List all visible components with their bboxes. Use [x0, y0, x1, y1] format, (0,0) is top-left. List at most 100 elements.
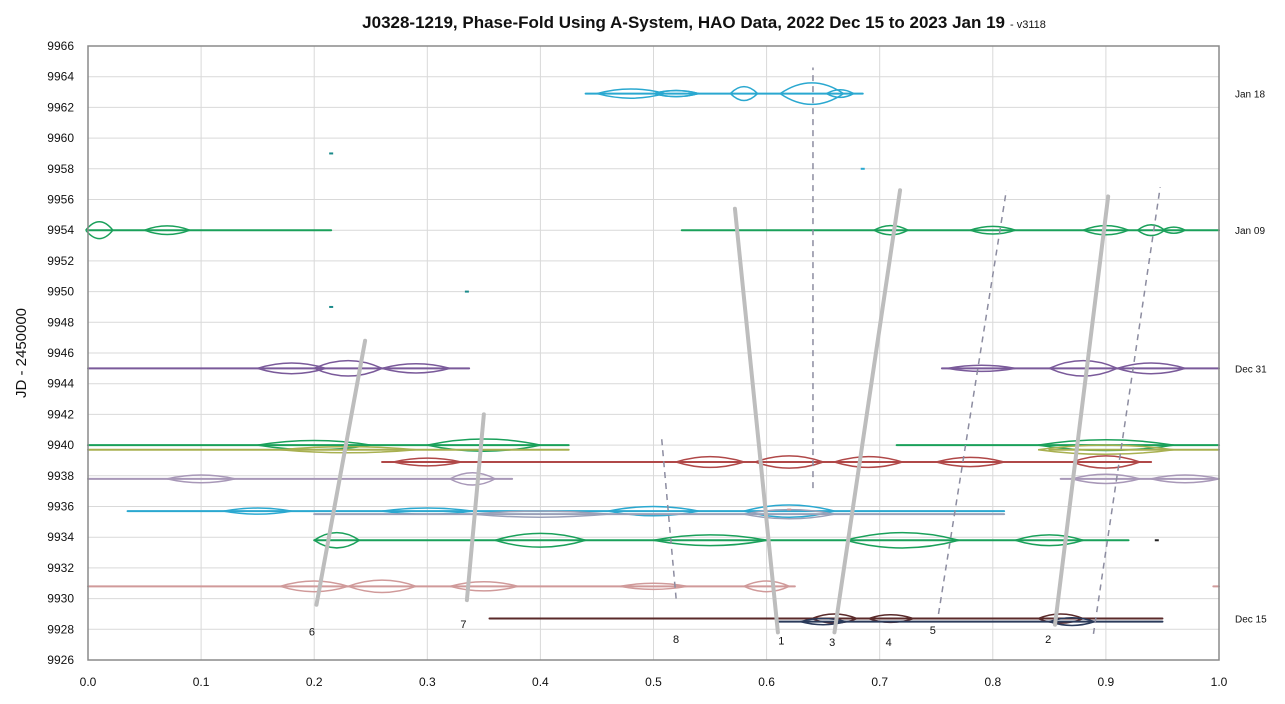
grid-lines: [87, 45, 1220, 661]
y-tick-label: 9964: [47, 70, 74, 84]
y-tick-label: 9930: [47, 592, 74, 606]
y-tick-label: 9934: [47, 530, 74, 544]
chart-subtitle: - v3118: [1010, 19, 1046, 31]
y-tick-label: 9942: [47, 407, 74, 421]
x-tick-label: 0.4: [532, 675, 549, 689]
solid-guide-line: [314, 338, 368, 607]
guide-label: 4: [886, 637, 892, 649]
trace-bulge: [936, 456, 1005, 468]
trace-bulge: [347, 579, 417, 594]
y-tick-label: 9946: [47, 346, 74, 360]
guide-label: 6: [309, 626, 315, 638]
trace-bulge: [873, 224, 909, 236]
y-tick-label: 9936: [47, 500, 74, 514]
trace-bulge: [834, 455, 903, 469]
trace-bulge: [845, 531, 960, 549]
y-tick-label: 9950: [47, 285, 74, 299]
trace-bulge: [449, 471, 496, 486]
trace-bulge: [472, 510, 609, 518]
y-axis-label: JD - 2450000: [13, 308, 30, 398]
y-tick-label: 9966: [47, 39, 74, 53]
trace-bulge: [826, 88, 855, 99]
light-curve-traces: [85, 82, 1220, 627]
guide-lines: 6 7 1 3 2 8 4 5: [309, 67, 1161, 649]
trace-bulge: [800, 617, 846, 626]
x-tick-label: 0.6: [758, 675, 775, 689]
trace-bulge: [167, 474, 236, 484]
y-tick-label: 9952: [47, 254, 74, 268]
x-tick-label: 0.5: [645, 675, 662, 689]
x-tick-label: 0.8: [984, 675, 1001, 689]
trace-bulge: [494, 532, 586, 548]
x-tick-label: 0.1: [193, 675, 210, 689]
x-tick-label: 0.3: [419, 675, 436, 689]
y-tick-label: 9960: [47, 131, 74, 145]
x-tick-label: 0.0: [80, 675, 97, 689]
trace-bulge: [1071, 473, 1141, 485]
trace-bulge: [280, 580, 349, 593]
trace-bulge: [1049, 360, 1118, 377]
y-tick-label: 9962: [47, 100, 74, 114]
guide-label: 2: [1045, 634, 1051, 646]
trace-bulge: [313, 531, 360, 549]
solid-guide-line: [832, 188, 903, 635]
dashed-guide-line: [937, 190, 1008, 615]
solid-guide-line: [1053, 194, 1111, 627]
x-tick-label: 0.9: [1098, 675, 1115, 689]
y-tick-label: 9932: [47, 561, 74, 575]
trace-bulge: [427, 438, 541, 452]
date-labels: Jan 18 Jan 09 Dec 31 Dec 15: [1235, 90, 1267, 626]
trace-bulge: [1071, 455, 1141, 469]
y-tick-label: 9944: [47, 377, 74, 391]
x-tick-label: 1.0: [1211, 675, 1228, 689]
trace-bulge: [223, 507, 292, 515]
trace-bulge: [947, 364, 1016, 373]
guide-label: 7: [460, 619, 466, 631]
trace-bulge: [1150, 474, 1220, 484]
trace-bulge: [619, 582, 688, 591]
x-tick-label: 0.2: [306, 675, 323, 689]
y-tick-label: 9928: [47, 622, 74, 636]
y-tick-label: 9948: [47, 315, 74, 329]
y-tick-label: 9938: [47, 469, 74, 483]
y-tick-label: 9958: [47, 162, 74, 176]
guide-label: 8: [673, 634, 679, 646]
trace-bulge: [675, 455, 745, 469]
trace-bulge: [608, 505, 699, 517]
chart-title: J0328-1219, Phase-Fold Using A-System, H…: [362, 13, 1005, 32]
trace-bulge: [653, 534, 767, 547]
plot-frame: [87, 45, 1220, 661]
trace-bulge: [381, 363, 451, 374]
guide-label: 3: [829, 637, 835, 649]
x-tick-label: 0.7: [871, 675, 888, 689]
axis-ticks: 0.0 0.1 0.2 0.3 0.4 0.5 0.6 0.7 0.8 0.9 1.0 9926 992…: [47, 39, 1227, 689]
y-tick-label: 9926: [47, 653, 74, 667]
trace-bulge: [1037, 444, 1174, 456]
date-label: Jan 18: [1235, 90, 1265, 101]
y-tick-label: 9940: [47, 438, 74, 452]
trace-bulge: [144, 225, 191, 236]
trace-bulge: [1116, 362, 1186, 375]
date-label: Dec 15: [1235, 615, 1267, 626]
trace-bulge: [653, 89, 699, 98]
y-tick-label: 9956: [47, 193, 74, 207]
plot-border: [87, 45, 1220, 661]
trace-bulge: [1162, 226, 1186, 235]
date-label: Dec 31: [1235, 364, 1267, 375]
dashed-guide-line: [660, 435, 677, 599]
trace-bulge: [729, 85, 759, 102]
trace-bulge: [1137, 224, 1166, 237]
trace-bulge: [743, 580, 790, 593]
trace-bulge: [449, 581, 518, 592]
guide-label: 1: [778, 636, 784, 648]
trace-bulge: [1015, 534, 1084, 547]
solid-guide-line: [732, 206, 780, 635]
trace-bulge: [1037, 613, 1084, 624]
y-tick-label: 9954: [47, 223, 74, 237]
guide-label: 5: [930, 625, 936, 637]
solid-guide-line: [464, 412, 486, 603]
trace-bulge: [393, 457, 462, 467]
dashed-guide-line: [1092, 187, 1161, 635]
trace-bulge: [280, 445, 417, 454]
